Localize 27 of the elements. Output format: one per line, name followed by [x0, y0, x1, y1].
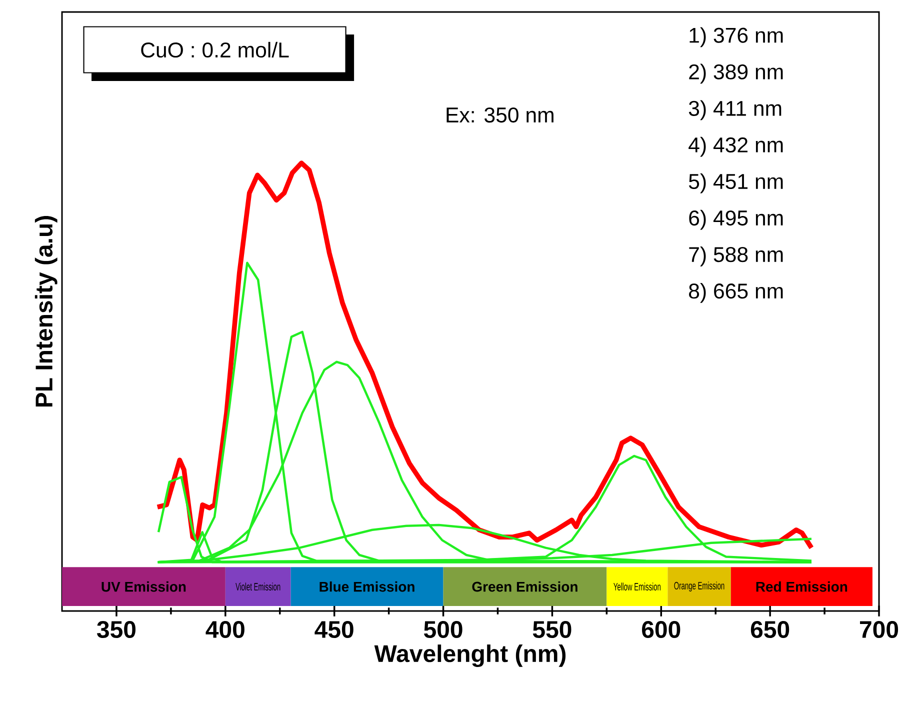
text: 3) 411 nm	[688, 100, 782, 120]
band-label: Orange Emission	[674, 582, 724, 592]
x-tick-label: 500	[424, 621, 462, 638]
band-label: Violet Emission	[236, 582, 280, 590]
text: 4) 432 nm	[688, 136, 783, 157]
text: Ex: 350 nm	[446, 107, 554, 123]
x-tick-label: 550	[532, 621, 572, 638]
text: CuO : 0.2 mol/L	[141, 42, 289, 58]
annotation: 7) 588 nm	[689, 246, 783, 266]
x-tick-label: 350	[96, 621, 136, 638]
annotation: 8) 665 nm	[689, 282, 783, 303]
x-tick-label: 700	[860, 621, 898, 638]
x-tick-label: 650	[750, 621, 790, 638]
text: 2) 389 nm	[689, 64, 783, 84]
band-label: Blue Emission	[320, 581, 414, 592]
annotation: 6) 495 nm	[689, 210, 783, 230]
band-label: Red Emission	[756, 581, 848, 592]
annotation: 5) 451 nm	[688, 173, 783, 194]
band-label: Yellow Emission	[614, 582, 660, 590]
x-axis-title: Wavelenght (nm)	[374, 644, 566, 668]
text: 1) 376 nm	[690, 27, 783, 48]
band-label: UV Emission	[102, 581, 186, 592]
x-tick-label: 400	[206, 621, 244, 638]
y-axis-title: PL Intensity (a.u)	[34, 216, 58, 407]
x-tick-label: 450	[314, 621, 354, 638]
band-label: Green Emission	[472, 581, 578, 592]
x-tick-label: 600	[642, 621, 680, 638]
